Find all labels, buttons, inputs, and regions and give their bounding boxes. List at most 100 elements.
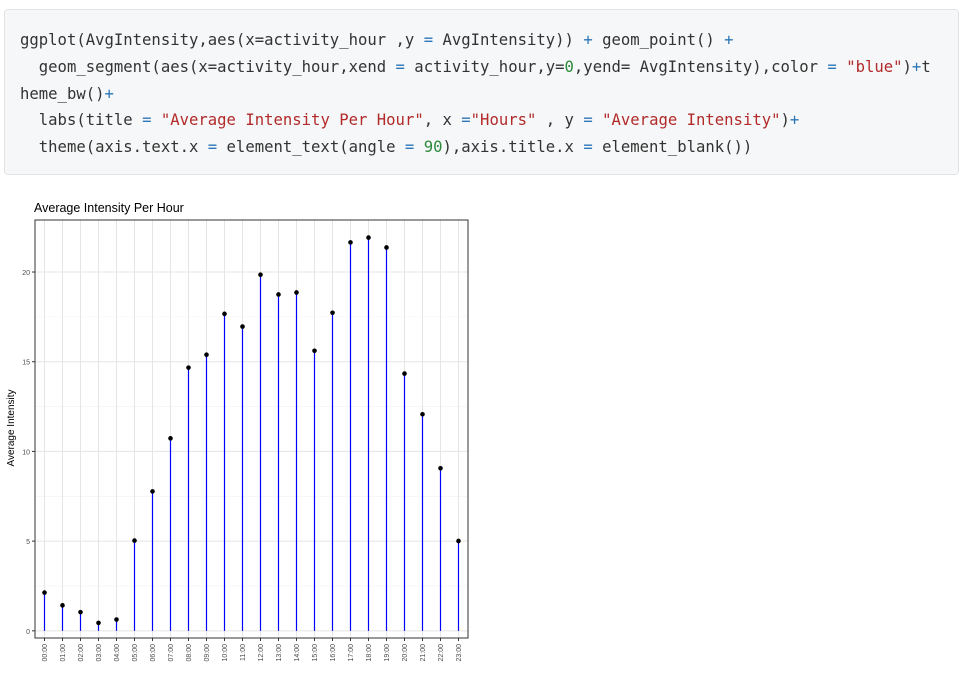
code-line: labs(title = "Average Intensity Per Hour… — [20, 107, 931, 134]
code-text: , x — [423, 111, 462, 130]
lollipop-points — [42, 235, 461, 626]
code-operator: = — [461, 111, 471, 130]
data-point — [348, 240, 353, 245]
x-tick-label: 13:00 — [276, 644, 283, 662]
data-point — [42, 590, 47, 595]
code-text — [151, 111, 160, 129]
y-axis-title: Average Intensity — [6, 389, 17, 466]
data-point — [240, 324, 245, 329]
code-string: "Hours" — [470, 111, 537, 130]
code-operator: = — [395, 57, 405, 76]
code-operator: = — [583, 111, 593, 130]
code-text: geom_point() — [592, 31, 725, 49]
x-tick-label: 02:00 — [78, 644, 85, 662]
code-operator: = — [827, 57, 837, 76]
x-tick-label: 20:00 — [402, 644, 409, 662]
data-point — [402, 371, 407, 376]
code-lines: ggplot(AvgIntensity,aes(x=activity_hour … — [20, 27, 931, 161]
data-point — [204, 352, 209, 358]
code-line: ggplot(AvgIntensity,aes(x=activity_hour … — [20, 27, 931, 54]
code-text: ),axis.title.x — [442, 138, 584, 157]
x-tick-label: 19:00 — [384, 644, 391, 662]
x-tick-label: 04:00 — [114, 644, 121, 662]
code-text: labs(title — [20, 111, 143, 130]
code-text: t — [921, 57, 931, 76]
chart: Average Intensity Per Hour Average Inten… — [6, 201, 469, 662]
code-string: "blue" — [846, 57, 903, 76]
code-operator: + — [911, 57, 922, 76]
code-text: , y — [536, 111, 584, 130]
y-tick-label: 20 — [22, 270, 30, 277]
code-string: "Average Intensity" — [602, 111, 781, 130]
x-tick-label: 10:00 — [222, 644, 229, 662]
code-number: 0 — [564, 57, 574, 76]
data-point — [132, 538, 137, 543]
x-tick-label: 03:00 — [96, 644, 103, 662]
code-text: AvgIntensity)) — [433, 31, 584, 49]
data-point — [168, 436, 173, 441]
code-text — [593, 111, 602, 129]
x-tick-label: 22:00 — [438, 644, 445, 662]
y-tick-label: 10 — [22, 449, 30, 456]
data-point — [294, 290, 299, 295]
code-operator: = — [142, 111, 152, 130]
code-operator: + — [104, 84, 114, 103]
data-point — [114, 617, 119, 622]
data-point — [186, 365, 191, 370]
code-line: theme(axis.text.x = element_text(angle =… — [20, 134, 931, 161]
y-tick-label: 5 — [26, 539, 30, 546]
x-tick-label: 00:00 — [42, 644, 49, 662]
code-operator: = — [423, 31, 434, 49]
data-point — [330, 310, 335, 316]
chart-title: Average Intensity Per Hour — [34, 201, 184, 215]
data-point — [438, 465, 443, 471]
code-operator: = — [404, 138, 415, 157]
code-line: geom_segment(aes(x=activity_hour,xend = … — [20, 54, 931, 81]
data-point — [456, 538, 461, 544]
code-text: element_text(angle — [217, 138, 405, 157]
code-text: activity_hour,y= — [404, 57, 565, 76]
code-string: "Average Intensity Per Hour" — [160, 111, 424, 130]
x-tick-label: 18:00 — [366, 644, 373, 662]
code-operator: + — [724, 31, 734, 49]
data-point — [276, 292, 281, 297]
code-operator: = — [207, 138, 218, 157]
data-point — [312, 348, 317, 354]
x-tick-label: 14:00 — [294, 644, 301, 662]
y-tick-label: 0 — [26, 629, 30, 636]
data-point — [150, 489, 155, 494]
code-operator: = — [583, 138, 593, 157]
code-text: heme_bw() — [20, 84, 105, 103]
code-text: theme(axis.text.x — [20, 138, 208, 157]
x-tick-label: 12:00 — [258, 644, 265, 662]
lollipop-segments — [43, 237, 460, 631]
x-tick-label: 21:00 — [420, 644, 427, 662]
data-point — [384, 245, 389, 250]
data-point — [420, 411, 425, 417]
x-tick-label: 05:00 — [132, 644, 139, 662]
code-text — [414, 138, 423, 156]
x-tick-label: 01:00 — [60, 644, 67, 662]
code-operator: + — [583, 31, 593, 49]
x-tick-label: 11:00 — [240, 644, 247, 661]
x-tick-label: 08:00 — [186, 644, 193, 662]
x-tick-label: 17:00 — [348, 644, 355, 662]
data-point — [60, 603, 65, 608]
code-number: 90 — [423, 138, 443, 157]
data-point — [366, 235, 371, 240]
panel-border — [34, 219, 469, 639]
data-point — [96, 620, 101, 626]
code-text: element_blank()) — [592, 138, 753, 157]
code-text: ) — [902, 57, 912, 76]
panel-grid — [35, 220, 468, 638]
x-axis: 00:00 01:00 02:00 03:00 04:00 05:00 06:00 07:00… — [42, 638, 463, 662]
code-text: ggplot(AvgIntensity,aes(x=activity_hour … — [20, 31, 424, 49]
code-text: geom_segment(aes(x=activity_hour,xend — [20, 57, 396, 76]
x-tick-label: 09:00 — [204, 644, 211, 662]
code-text — [837, 58, 846, 76]
x-tick-label: 07:00 — [168, 644, 175, 662]
x-tick-label: 23:00 — [456, 644, 463, 662]
code-operator: + — [789, 111, 800, 130]
data-point — [222, 311, 227, 317]
code-text: ,yend= AvgIntensity),color — [573, 57, 828, 76]
